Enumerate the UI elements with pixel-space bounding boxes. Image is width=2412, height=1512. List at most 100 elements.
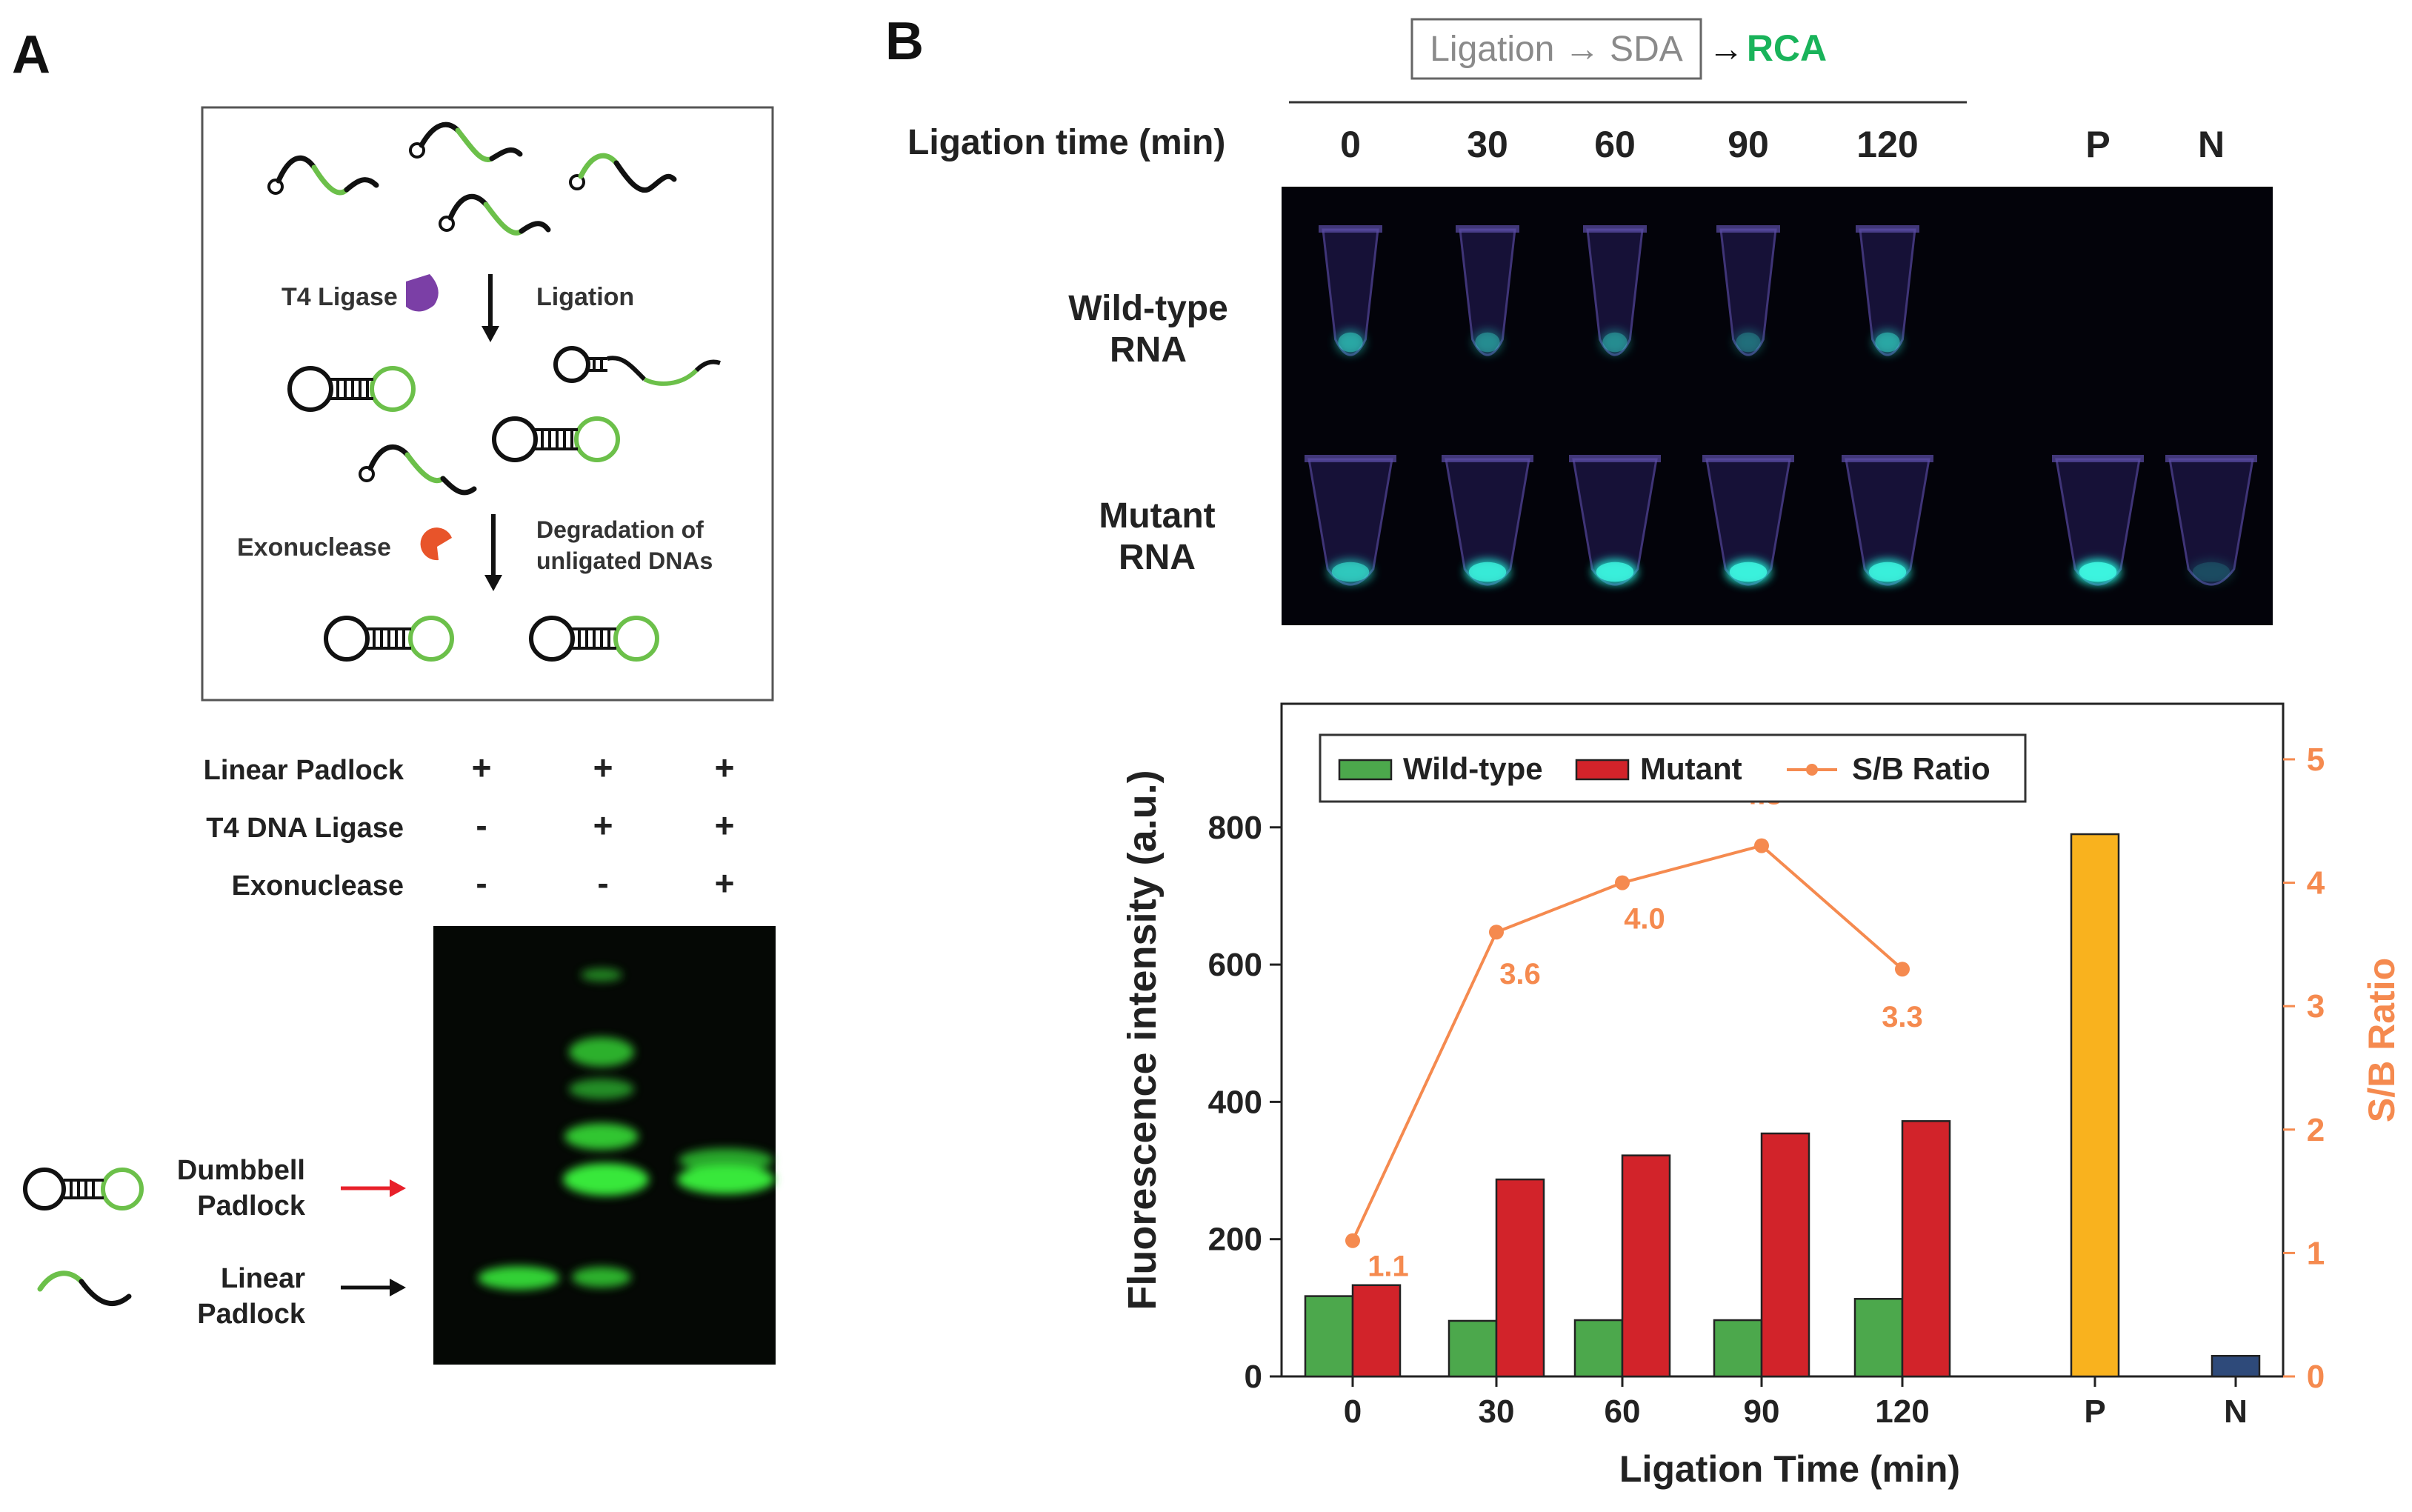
photo-column-label: P	[2085, 124, 2110, 165]
dumbbell-label-line1: Dumbbell	[177, 1155, 305, 1186]
x-tick-label: 0	[1344, 1393, 1362, 1430]
mutant-tube	[1305, 455, 1396, 586]
wild-type-label-line2: RNA	[1110, 330, 1187, 370]
ligation-time-label: Ligation time (min)	[907, 123, 1225, 162]
chart-legend: Wild-type Mutant S/B Ratio	[1319, 733, 2027, 803]
linear-label-line2: Padlock	[197, 1299, 306, 1330]
dumbbell-padlock-icon	[529, 616, 659, 662]
gel-lane-sign: +	[715, 748, 735, 787]
linear-padlock-icon	[409, 121, 523, 162]
linear-padlock-icon	[439, 194, 551, 236]
workflow-boxed-steps: Ligation → SDA	[1430, 30, 1683, 69]
y2-tick-label: 3	[2307, 988, 2325, 1025]
sb-ratio-point	[1754, 838, 1769, 853]
degradation-arrow-icon	[484, 514, 502, 591]
linear-arrow-icon	[341, 1279, 406, 1296]
linear-padlock-icon	[37, 1270, 132, 1307]
workflow-header: Ligation → SDA → RCA	[1289, 18, 1967, 104]
legend-swatch-mutant	[1575, 759, 1630, 781]
gel-lane-sign: -	[597, 864, 608, 902]
sb-ratio-label: 3.3	[1882, 1001, 1923, 1033]
bar-mutant	[1760, 1132, 1810, 1378]
bar-wild-type	[1447, 1319, 1498, 1378]
mutant-tube	[2165, 455, 2257, 586]
bar-wild-type	[1713, 1319, 1763, 1378]
ligase-icon	[406, 274, 439, 312]
wild-type-label-line1: Wild-type	[1068, 289, 1228, 328]
gel-lane-sign: +	[472, 748, 492, 787]
fluorescence-chart: 0 200 400 600 800 0 1 2 3 4 5 0 30 60 90 120 P N 1.1 3.6 4.0…	[1120, 702, 2402, 1490]
legend-swatch-wild-type	[1338, 759, 1393, 781]
panel-b-label: B	[885, 12, 924, 71]
photo-column-label: 60	[1594, 124, 1636, 165]
y2-tick-label: 2	[2307, 1112, 2325, 1148]
x-tick-label: 60	[1605, 1393, 1641, 1430]
exonuclease-label: Exonuclease	[237, 533, 391, 562]
gel-lane-sign: -	[476, 806, 487, 845]
sb-ratio-point	[1345, 1233, 1360, 1248]
photo-column-label: N	[2198, 124, 2225, 165]
gel-lane-sign: +	[715, 864, 735, 902]
dumbbell-label-line2: Padlock	[197, 1190, 306, 1222]
x-tick-label: N	[2224, 1393, 2248, 1430]
sb-ratio-label: 1.1	[1367, 1250, 1409, 1283]
bar-mutant	[1621, 1154, 1671, 1378]
gel-image	[433, 926, 776, 1365]
bar-mutant	[1901, 1120, 1951, 1378]
tube-photo	[1282, 187, 2273, 625]
t4-ligase-label: T4 Ligase	[281, 283, 398, 311]
bar-mutant	[1495, 1178, 1545, 1378]
gel-condition-table: Linear Padlock T4 DNA Ligase Exonuclease + -…	[204, 748, 735, 902]
sb-ratio-point	[1895, 962, 1910, 977]
y-tick-label: 0	[1245, 1359, 1262, 1395]
y2-tick-label: 0	[2307, 1359, 2325, 1395]
wild-type-tube	[1716, 225, 1780, 356]
x-axis-title: Ligation Time (min)	[1619, 1448, 1960, 1490]
panel-a-label: A	[12, 25, 50, 84]
bar-wild-type	[1853, 1298, 1904, 1378]
ligation-arrow-icon	[482, 274, 499, 342]
bar-mutant	[1351, 1284, 1402, 1378]
workflow-arrow: →	[1708, 30, 1744, 69]
sb-ratio-point	[1615, 875, 1630, 890]
legend-label: S/B Ratio	[1852, 751, 1990, 786]
wild-type-tube	[1456, 225, 1519, 356]
dumbbell-arrow-icon	[341, 1179, 406, 1197]
exonuclease-icon	[420, 527, 452, 561]
mutant-label-line1: Mutant	[1099, 496, 1215, 536]
degradation-label-line1: Degradation of	[536, 516, 704, 543]
wild-type-tube	[1583, 225, 1647, 356]
workflow-rca: RCA	[1747, 27, 1827, 69]
photo-column-label: 30	[1467, 124, 1508, 165]
mutant-label-line2: RNA	[1119, 538, 1196, 577]
ligation-schematic: T4 Ligase Ligation	[201, 106, 774, 702]
dumbbell-padlock-icon	[287, 366, 416, 412]
mutant-tube	[2052, 455, 2144, 586]
gel-row-label: Exonuclease	[232, 870, 404, 902]
gel-row-label: Linear Padlock	[204, 755, 404, 786]
y2-tick-label: 5	[2307, 742, 2325, 778]
photo-column-label: 120	[1856, 124, 1918, 165]
degradation-label-line2: unligated DNAs	[536, 547, 713, 574]
gel-lane-sign: +	[593, 806, 613, 845]
linear-label-line1: Linear	[221, 1263, 305, 1294]
mutant-tube	[1842, 455, 1933, 586]
gel-band-legend: Dumbbell Padlock Linear Padlock	[23, 1155, 406, 1330]
y-tick-label: 800	[1208, 810, 1262, 846]
bar-positive-control	[2070, 833, 2120, 1378]
y-tick-label: 200	[1208, 1222, 1262, 1258]
x-tick-label: 30	[1479, 1393, 1515, 1430]
linear-padlock-icon	[267, 155, 379, 196]
y2-tick-label: 1	[2307, 1235, 2325, 1271]
linear-padlock-icon	[359, 444, 477, 496]
ligation-label: Ligation	[536, 283, 634, 311]
y2-axis-title: S/B Ratio	[2361, 958, 2402, 1122]
y-tick-label: 600	[1208, 947, 1262, 983]
photo-column-label: 0	[1340, 124, 1361, 165]
sb-ratio-label: 4.0	[1624, 903, 1665, 936]
photo-column-label: 90	[1728, 124, 1769, 165]
x-tick-label: P	[2084, 1393, 2105, 1430]
bar-wild-type	[1304, 1295, 1354, 1378]
mutant-tube	[1702, 455, 1794, 586]
